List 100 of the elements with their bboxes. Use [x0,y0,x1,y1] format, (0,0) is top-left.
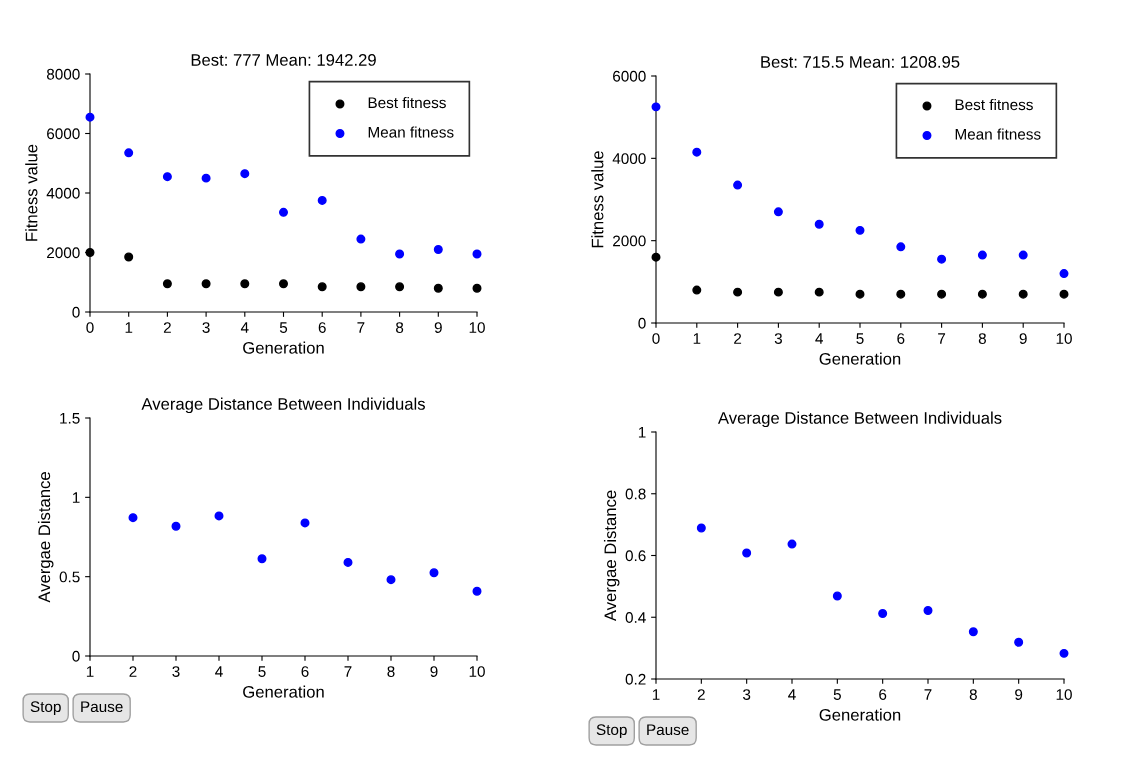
point [1059,269,1069,279]
x-tick-label: 6 [897,333,905,344]
point [651,102,661,112]
y-tick-label: 4000 [612,153,646,165]
y-axis-title: Avergae Distance [603,490,620,622]
x-axis-title: Generation [819,708,901,721]
x-tick-label: 5 [279,322,288,333]
point [832,591,842,601]
point [201,279,211,289]
point [356,282,366,292]
x-tick-label: 7 [924,689,932,700]
point [1059,648,1069,658]
point [1018,250,1028,260]
point [240,169,250,179]
x-tick-label: 0 [86,322,94,333]
chart-title: Best: 715.5 Mean: 1208.95 [761,56,960,68]
x-tick-label: 6 [879,689,887,700]
point [128,513,138,523]
point [773,287,783,297]
y-tick-label: 4000 [46,187,80,199]
text: Pause [81,701,123,713]
y-tick-label: 6000 [613,70,646,82]
x-tick-label: 5 [258,666,266,677]
text: Stop [596,724,627,739]
point [472,586,482,596]
point [968,627,978,637]
point [1059,289,1069,299]
point [356,234,366,244]
x-tick-label: 2 [163,322,171,333]
x-tick-label: 9 [430,666,438,677]
x-tick-label: 10 [469,666,485,677]
x-tick-label: 0 [652,333,660,344]
point [317,282,327,292]
point [429,568,439,578]
point [395,282,405,292]
y-tick-label: 0.6 [625,550,646,562]
y-axis-title: Fitness value [591,151,604,248]
y-tick-label: 6000 [47,128,80,140]
y-tick-label: 1.5 [60,413,80,424]
point [395,249,405,259]
point [787,539,797,549]
x-tick-label: 2 [734,333,742,344]
point [279,279,288,289]
x-tick-label: 1 [125,322,133,333]
point [201,173,211,183]
x-tick-label: 8 [978,333,986,344]
legend-label: Mean fitness [955,128,1041,140]
point [733,180,743,190]
x-tick-label: 10 [1056,689,1072,700]
point [742,548,752,558]
y-tick-label: 0 [72,306,80,318]
y-tick-label: 0.2 [625,673,646,685]
x-tick-label: 5 [833,689,841,700]
x-tick-label: 1 [652,689,660,700]
x-tick-label: 7 [938,333,946,344]
chart-title: Best: 777 Mean: 1942.29 [191,54,376,66]
x-tick-label: 3 [202,322,210,333]
x-tick-label: 6 [301,666,309,677]
text: Stop [30,701,61,716]
point [343,557,353,567]
x-tick-label: 4 [240,322,249,333]
point [386,575,396,585]
point [433,283,443,293]
x-tick-label: 8 [969,689,977,700]
legend-label: Best fitness [368,96,446,109]
point [472,249,482,259]
point [85,248,95,257]
legend-label: Mean fitness [368,126,454,138]
point [878,609,888,619]
point [214,511,224,521]
point [923,605,933,615]
y-tick-label: 2000 [613,235,646,247]
point [240,279,250,289]
point [937,254,947,264]
point [85,112,95,122]
x-tick-label: 9 [1015,689,1023,700]
point [171,521,181,531]
point [257,554,267,564]
legend-label: Best fitness [955,98,1033,111]
y-axis-title: Avergae Distance [37,472,54,603]
x-tick-label: 9 [1019,333,1027,344]
chart-title: Average Distance Between Individuals [141,397,425,414]
point [1018,289,1028,299]
y-tick-label: 0.8 [625,488,646,500]
y-tick-label: 8000 [46,68,80,80]
point [692,285,702,295]
point [977,289,987,299]
point [733,287,743,297]
chart-title: Average Distance Between Individuals [717,411,1002,428]
point [937,289,947,299]
point [977,250,987,260]
x-tick-label: 5 [856,333,864,344]
x-tick-label: 1 [693,333,701,344]
x-tick-label: 2 [697,689,705,700]
y-axis-title: Fitness value [25,144,38,241]
x-tick-label: 10 [469,322,485,333]
x-tick-label: 4 [815,333,823,344]
text: Pause [647,724,689,736]
point [1014,637,1024,647]
x-axis-title: Generation [819,352,901,365]
